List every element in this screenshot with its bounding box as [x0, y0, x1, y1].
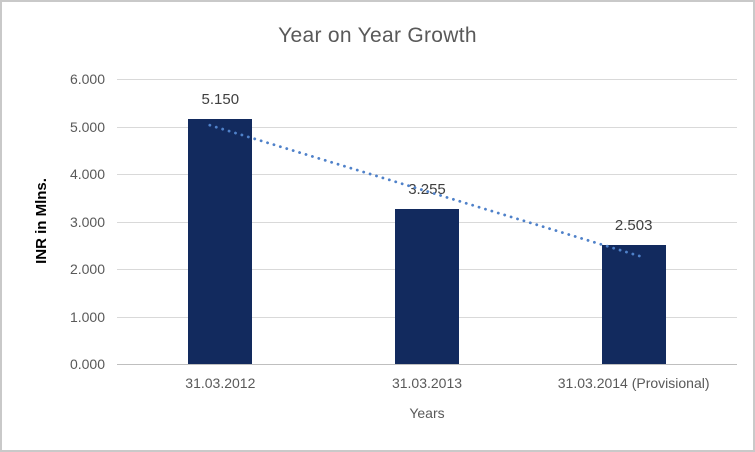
x-axis-line: [117, 364, 737, 365]
bar-31.03.2012[interactable]: [188, 119, 253, 364]
data-label: 5.150: [201, 91, 240, 109]
bar-31.03.2013[interactable]: [395, 209, 459, 364]
chart-title: Year on Year Growth: [278, 24, 477, 47]
x-axis-title: Years: [409, 405, 445, 421]
y-tick-label: 6.000: [69, 71, 105, 87]
bar-31.03.2014 (Provisional)[interactable]: [601, 245, 666, 364]
y-tick-label: 4.000: [69, 166, 105, 182]
y-tick-label: 0.000: [69, 356, 105, 372]
y-tick-label: 5.000: [69, 118, 105, 135]
y-tick-label: 2.000: [69, 261, 105, 277]
x-tick-label: 31.03.2014 (Provisional): [557, 375, 710, 391]
data-label: 3.255: [408, 181, 446, 199]
y-tick-label: 3.000: [69, 213, 105, 230]
x-tick-label: 31.03.2013: [391, 375, 463, 391]
data-label: 2.503: [614, 217, 653, 235]
x-tick-label: 31.03.2012: [185, 375, 256, 391]
gridline: [117, 79, 737, 80]
y-tick-label: 1.000: [69, 308, 105, 325]
